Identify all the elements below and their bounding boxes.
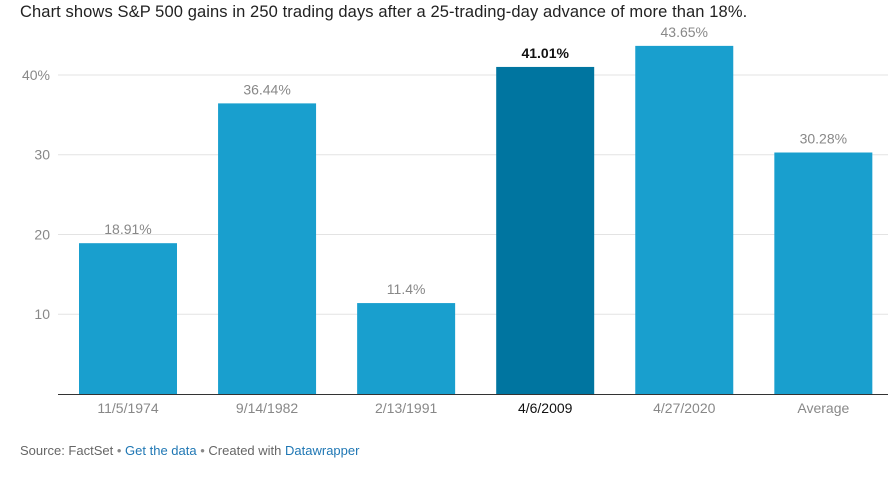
data-label: 43.65% [661,24,708,40]
y-tick-label: 10 [34,306,50,322]
data-label: 36.44% [243,81,290,97]
datawrapper-link[interactable]: Datawrapper [285,443,360,458]
separator: • [200,443,205,458]
bar [496,66,595,395]
x-tick-label: 2/13/1991 [375,400,437,416]
data-labels: 18.91% 36.44% 11.4% 41.01% 43.65% 30.28% [104,24,847,297]
y-tick-label: 40% [22,67,50,83]
data-label: 18.91% [104,221,151,237]
x-tick-label: 11/5/1974 [97,400,158,416]
get-the-data-link[interactable]: Get the data [125,443,197,458]
x-axis-tick-labels: 11/5/1974 9/14/1982 2/13/1991 4/6/2009 4/27/… [97,400,849,416]
x-tick-label: Average [797,400,849,416]
chart-title: Chart shows S&P 500 gains in 250 trading… [20,3,748,21]
gridlines [58,74,888,315]
separator: • [116,443,122,458]
x-tick-label: 4/27/2020 [653,400,715,416]
data-label: 30.28% [800,131,847,147]
source-text: Source: FactSet [20,443,114,458]
bar [774,152,873,394]
data-label: 41.01% [521,45,569,61]
bars [79,45,873,395]
bar-chart: 10 20 30 40% 18.91% 36.44% 11.4% 41.01% 43.65% 3… [22,24,888,416]
footer: Source: FactSet • Get the data • Created… [20,443,359,458]
bar [357,303,456,394]
y-tick-label: 30 [34,147,50,163]
bar [218,103,317,394]
bar [79,243,177,394]
x-tick-label: 4/6/2009 [518,400,573,416]
x-tick-label: 9/14/1982 [236,400,298,416]
created-with-text: Created with [208,443,282,458]
y-tick-label: 20 [34,226,50,242]
y-axis-tick-labels: 10 20 30 40% [22,67,50,322]
bar [635,45,734,394]
data-label: 11.4% [387,281,426,297]
